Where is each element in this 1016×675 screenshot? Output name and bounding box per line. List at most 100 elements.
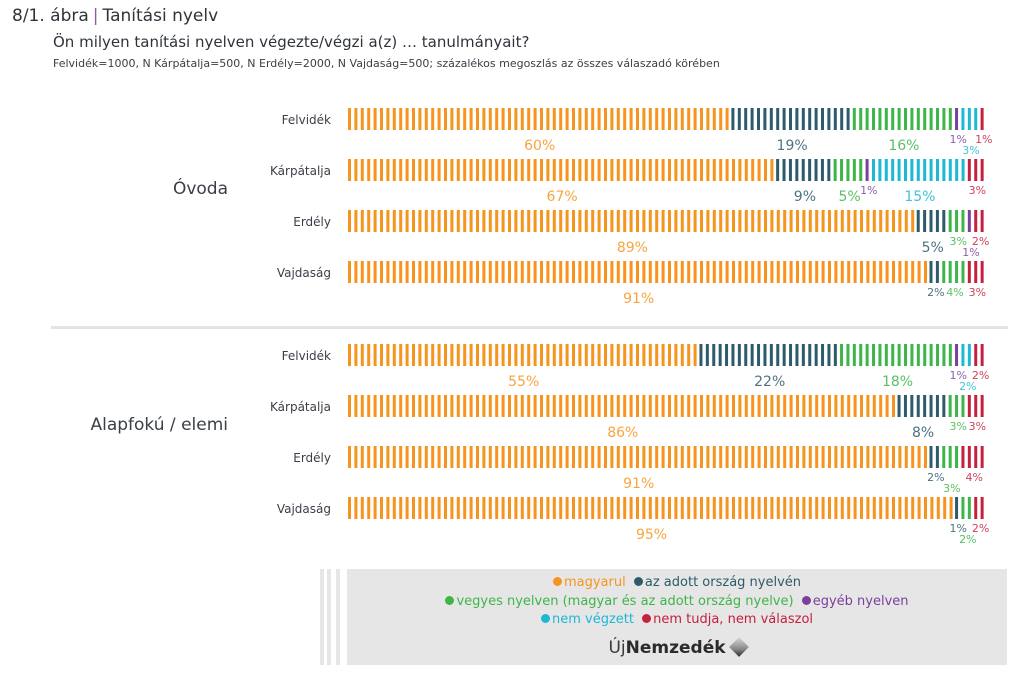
bar-stripe-0 — [469, 108, 473, 130]
bar-stripe-1 — [776, 159, 780, 181]
bar-stripe-0 — [412, 446, 415, 468]
bar-stripe-0 — [572, 497, 575, 519]
bar-stripe-1 — [769, 344, 773, 366]
bar-stripe-1 — [699, 344, 703, 366]
sample-note: Felvidék=1000, N Kárpátalja=500, N Erdél… — [53, 57, 720, 70]
bar-stripe-0 — [597, 159, 601, 181]
bar-stripe-0 — [610, 344, 614, 366]
bar-stripe-0 — [655, 159, 659, 181]
bar-stripe-0 — [687, 497, 691, 519]
bar-stripe-0 — [424, 446, 428, 468]
bar-stripe-0 — [360, 497, 364, 519]
bar-stripe-0 — [892, 395, 895, 417]
bar-stripe-0 — [840, 261, 844, 283]
bar-stripe-3 — [955, 344, 959, 366]
bar-stripe-0 — [520, 446, 524, 468]
bar-stripe-0 — [399, 159, 403, 181]
bar-stripe-0 — [354, 344, 358, 366]
bar-stripe-0 — [559, 344, 563, 366]
bar-stripe-0 — [879, 497, 883, 519]
bar-stripe-0 — [629, 210, 633, 232]
bar-stripe-0 — [514, 108, 518, 130]
bar-stripe-0 — [495, 261, 499, 283]
bar-stripe-4 — [923, 159, 927, 181]
bar-stripe-0 — [501, 108, 505, 130]
bar-stripe-0 — [584, 344, 588, 366]
bar-stripe-0 — [360, 344, 364, 366]
bar-stripe-2 — [955, 261, 959, 283]
bar-stripe-0 — [520, 210, 524, 232]
bar-stripe-0 — [687, 344, 691, 366]
bar-stripe-0 — [917, 446, 921, 468]
bar-stripe-0 — [572, 261, 575, 283]
bar-stripe-0 — [738, 395, 742, 417]
bar-stripe-0 — [533, 159, 537, 181]
bar-stripe-0 — [533, 446, 537, 468]
bar-stripe-0 — [885, 210, 889, 232]
bar-stripe-0 — [706, 395, 710, 417]
bar-stripe-0 — [764, 261, 767, 283]
bar-stripe-0 — [354, 108, 358, 130]
bar-stripe-1 — [801, 159, 805, 181]
bar-stripe-2 — [923, 108, 927, 130]
bar-stripe-5 — [980, 497, 984, 519]
legend-item-magyarul: magyarul — [552, 575, 626, 590]
value-label: 2% — [972, 522, 989, 535]
value-label: 3% — [949, 420, 966, 433]
bar-stripe-0 — [866, 210, 870, 232]
bar-stripe-0 — [412, 344, 415, 366]
bar-stripe-0 — [610, 159, 614, 181]
bar-stripe-0 — [348, 261, 351, 283]
legend-item-egyeb: egyéb nyelven — [801, 594, 909, 609]
bar-stripe-0 — [367, 210, 371, 232]
value-label: 3% — [969, 286, 986, 299]
bar-stripe-0 — [892, 210, 895, 232]
bar-stripe-0 — [616, 344, 620, 366]
bar-stripe-0 — [834, 210, 838, 232]
bar-stripe-0 — [450, 344, 454, 366]
bar-stripe-0 — [706, 446, 710, 468]
bar-stripe-0 — [808, 261, 812, 283]
bar-stripe-5 — [974, 344, 978, 366]
bar-stripe-0 — [354, 395, 358, 417]
bar-stripe-2 — [948, 210, 952, 232]
bar-stripe-0 — [456, 210, 460, 232]
bar-stripe-1 — [788, 159, 792, 181]
bar-stripe-0 — [655, 108, 659, 130]
bar-stripe-0 — [853, 261, 857, 283]
bar-stripe-0 — [687, 210, 691, 232]
bar-stripe-1 — [808, 344, 812, 366]
bar-stripe-0 — [540, 497, 543, 519]
bar-stripe-0 — [405, 497, 409, 519]
bar-stripe-0 — [693, 497, 697, 519]
bar-stripe-0 — [616, 210, 620, 232]
bar-stripe-0 — [552, 344, 556, 366]
bar-stripe-4 — [916, 159, 920, 181]
bar-stripe-0 — [469, 344, 473, 366]
bar-stripe-0 — [373, 446, 377, 468]
bar-stripe-2 — [833, 159, 837, 181]
logo-main: Nemzedék — [625, 638, 726, 658]
bar-stripe-0 — [501, 395, 505, 417]
bar-stripe-0 — [476, 446, 479, 468]
bar-stripe-4 — [878, 159, 882, 181]
bar-stripe-1 — [929, 210, 933, 232]
bar-stripe-0 — [373, 108, 377, 130]
bar-stripe-0 — [463, 210, 467, 232]
bar-stripe-2 — [942, 108, 946, 130]
legend-item-nem-vegzett: nem végzett — [540, 612, 634, 627]
bar-stripe-0 — [559, 261, 563, 283]
bar-stripe-0 — [501, 210, 505, 232]
bar-stripe-1 — [750, 344, 754, 366]
bar-stripe-4 — [961, 344, 965, 366]
bar-stripe-0 — [738, 497, 742, 519]
legend-dot-icon — [540, 614, 550, 623]
bar-stripe-1 — [744, 344, 748, 366]
value-label: 4% — [965, 471, 982, 484]
bar-stripe-0 — [808, 210, 812, 232]
bar-stripe-0 — [904, 210, 908, 232]
bar-stripe-0 — [668, 261, 671, 283]
bar-stripe-0 — [392, 497, 396, 519]
bar-stripe-0 — [584, 159, 588, 181]
bar-stripe-0 — [642, 261, 646, 283]
